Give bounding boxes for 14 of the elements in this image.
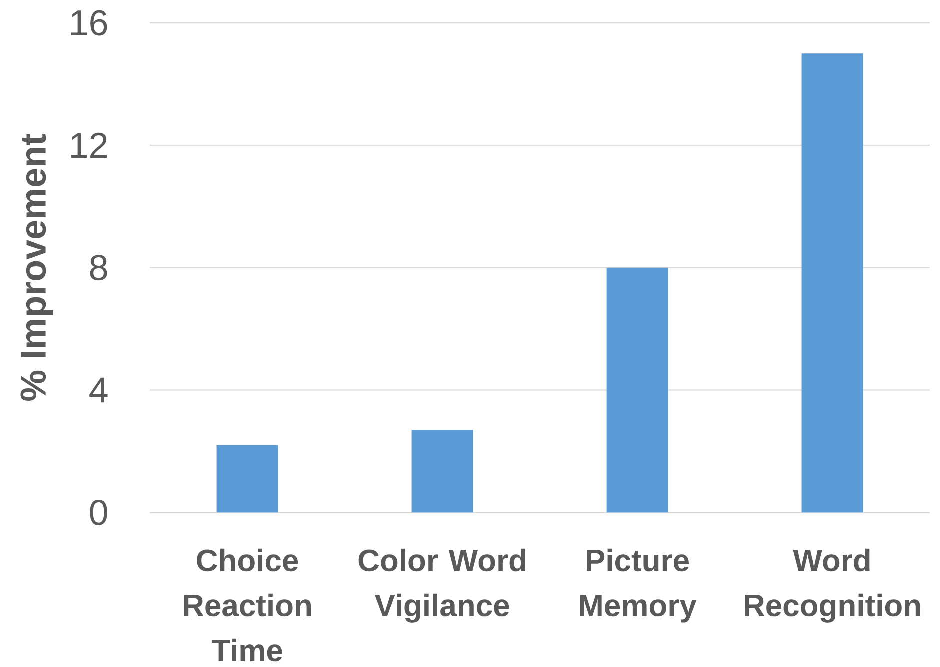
y-tick-label: 12: [72, 132, 107, 158]
x-tick-label: Choice Reaction Time: [184, 548, 312, 662]
y-tick-label: 4: [90, 378, 108, 403]
bar: [412, 430, 474, 513]
x-tick-label: Picture Memory: [580, 548, 697, 623]
bar: [802, 54, 864, 513]
bar: [216, 445, 278, 513]
y-tick-label: 8: [90, 255, 108, 281]
bar: [606, 268, 668, 513]
x-tick-label: Word Recognition: [745, 548, 920, 623]
y-tick-label: 0: [90, 500, 108, 526]
y-axis-title: % Improvement: [20, 134, 54, 401]
y-tick-label: 16: [72, 10, 108, 36]
x-tick-label: Color Word Vigilance: [358, 548, 526, 623]
